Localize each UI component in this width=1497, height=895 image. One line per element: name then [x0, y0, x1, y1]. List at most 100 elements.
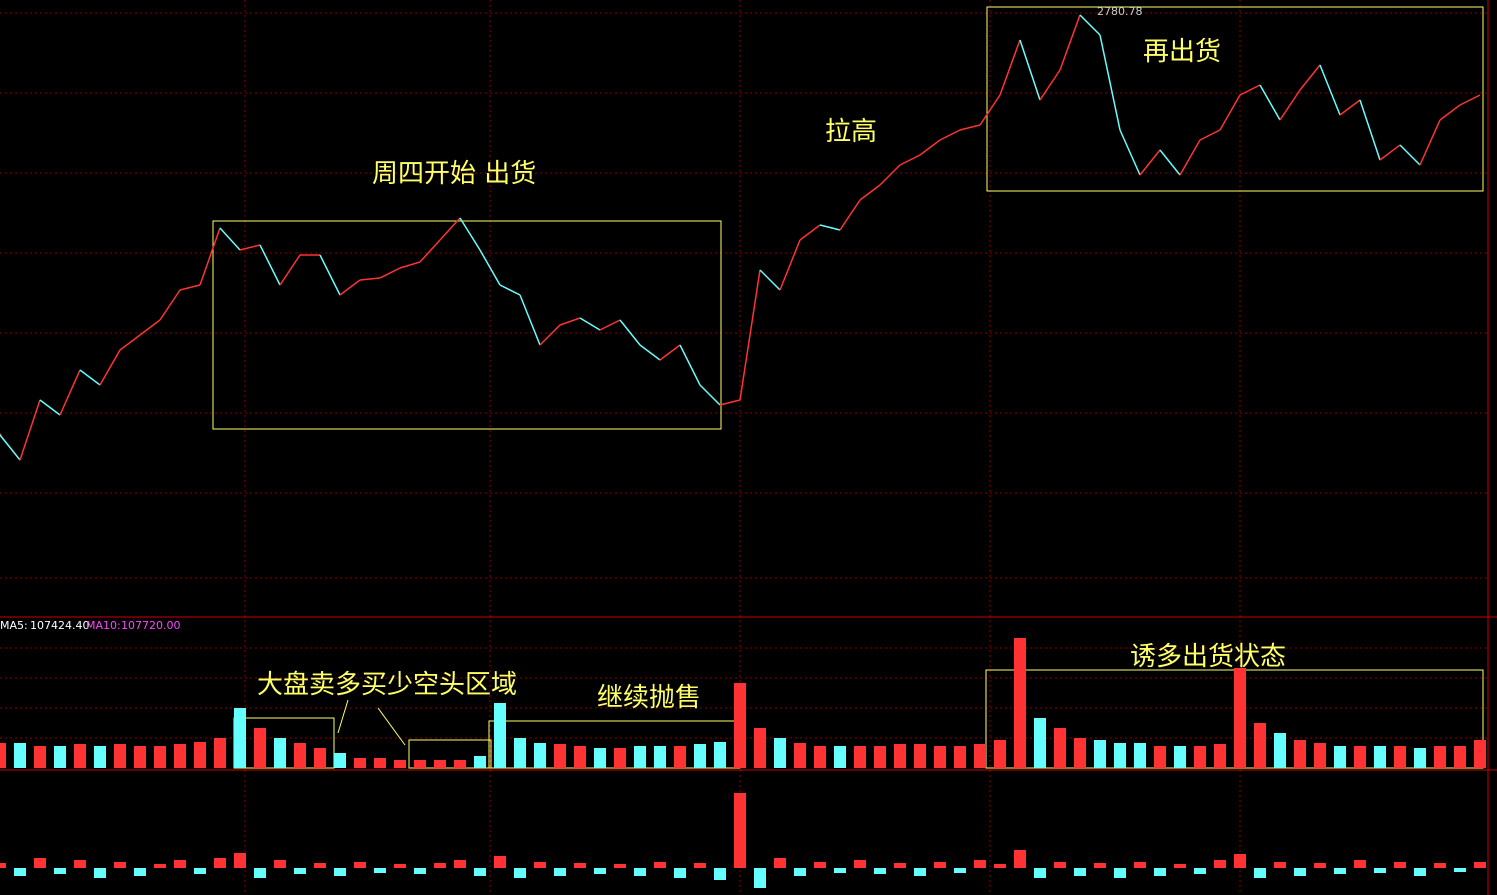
price-segment — [539, 324, 561, 346]
price-segment — [819, 224, 841, 231]
bar — [694, 744, 706, 768]
price-segment — [1179, 139, 1201, 176]
bar — [934, 746, 946, 768]
bar — [814, 862, 826, 868]
bar — [1294, 868, 1306, 876]
price-segment — [639, 344, 661, 361]
bar — [154, 746, 166, 768]
price-segment — [499, 284, 521, 296]
price-segment — [39, 399, 61, 416]
price-segment — [859, 184, 881, 201]
annotation: 拉高 — [825, 117, 877, 147]
bar — [1074, 738, 1086, 768]
bar — [1454, 868, 1466, 872]
price-segment — [99, 349, 121, 386]
bar — [614, 864, 626, 868]
bar — [634, 868, 646, 876]
bar — [1434, 746, 1446, 768]
price-segment — [59, 369, 81, 416]
bar — [1234, 668, 1246, 768]
bar — [1474, 862, 1486, 868]
bar — [1354, 746, 1366, 768]
bar — [1334, 746, 1346, 768]
bar — [1094, 863, 1106, 868]
price-segment — [519, 294, 541, 346]
box — [212, 220, 722, 430]
bar — [734, 683, 746, 768]
bar — [474, 756, 486, 768]
annotation: 诱多出货状态 — [1130, 642, 1286, 672]
bar — [1154, 746, 1166, 768]
price-segment — [399, 261, 421, 269]
bar — [594, 748, 606, 768]
price-segment — [119, 334, 141, 351]
annotation: 大盘卖多买少空头区域 — [257, 670, 517, 700]
bar — [0, 743, 6, 768]
bar — [1374, 746, 1386, 768]
bar — [1134, 862, 1146, 868]
bar — [554, 868, 566, 876]
bar — [1214, 860, 1226, 868]
price-segment — [479, 249, 501, 286]
price-segment — [379, 267, 401, 279]
ma-name: MA10: — [86, 619, 121, 632]
bar — [1114, 743, 1126, 768]
price-segment — [1139, 149, 1161, 176]
bar — [774, 738, 786, 768]
bar — [774, 858, 786, 868]
price-segment — [159, 289, 181, 321]
price-segment — [699, 384, 721, 406]
price-segment — [1399, 144, 1421, 166]
bar — [134, 868, 146, 876]
ma-value: 107720.00 — [121, 619, 181, 632]
price-segment — [199, 227, 221, 286]
bar — [0, 863, 6, 868]
bar — [354, 758, 366, 768]
bar — [554, 744, 566, 768]
price-segment — [0, 434, 21, 461]
price-segment — [999, 39, 1021, 96]
bar — [1014, 638, 1026, 768]
bar — [1254, 868, 1266, 878]
bar — [514, 738, 526, 768]
price-segment — [219, 227, 241, 251]
bar — [1354, 860, 1366, 868]
bar — [854, 860, 866, 868]
bar — [494, 703, 506, 768]
price-segment — [1219, 94, 1241, 131]
price-segment — [1019, 39, 1041, 101]
bar — [214, 858, 226, 868]
bar — [874, 746, 886, 768]
price-segment — [839, 199, 861, 231]
price-segment — [1379, 144, 1401, 161]
bar — [394, 760, 406, 768]
bar — [434, 760, 446, 768]
price-segment — [1319, 64, 1341, 116]
bar — [654, 746, 666, 768]
bar — [1154, 868, 1166, 876]
annotation: 继续抛售 — [597, 683, 701, 713]
box — [986, 6, 1484, 192]
bar — [954, 868, 966, 873]
bar — [374, 868, 386, 873]
bar — [874, 868, 886, 874]
annotation: 再出货 — [1143, 37, 1221, 67]
bar — [94, 868, 106, 878]
bar — [1274, 862, 1286, 868]
bar — [374, 758, 386, 768]
bar — [1394, 746, 1406, 768]
price-segment — [1199, 129, 1221, 141]
bar — [994, 864, 1006, 868]
bar — [314, 748, 326, 768]
bar — [814, 746, 826, 768]
price-segment — [799, 224, 821, 241]
price-segment — [619, 319, 641, 346]
price-segment — [1419, 119, 1441, 166]
bar — [254, 868, 266, 878]
bar — [674, 746, 686, 768]
bar — [974, 744, 986, 768]
bar — [194, 742, 206, 768]
price-segment — [959, 124, 981, 131]
bar — [1414, 748, 1426, 768]
